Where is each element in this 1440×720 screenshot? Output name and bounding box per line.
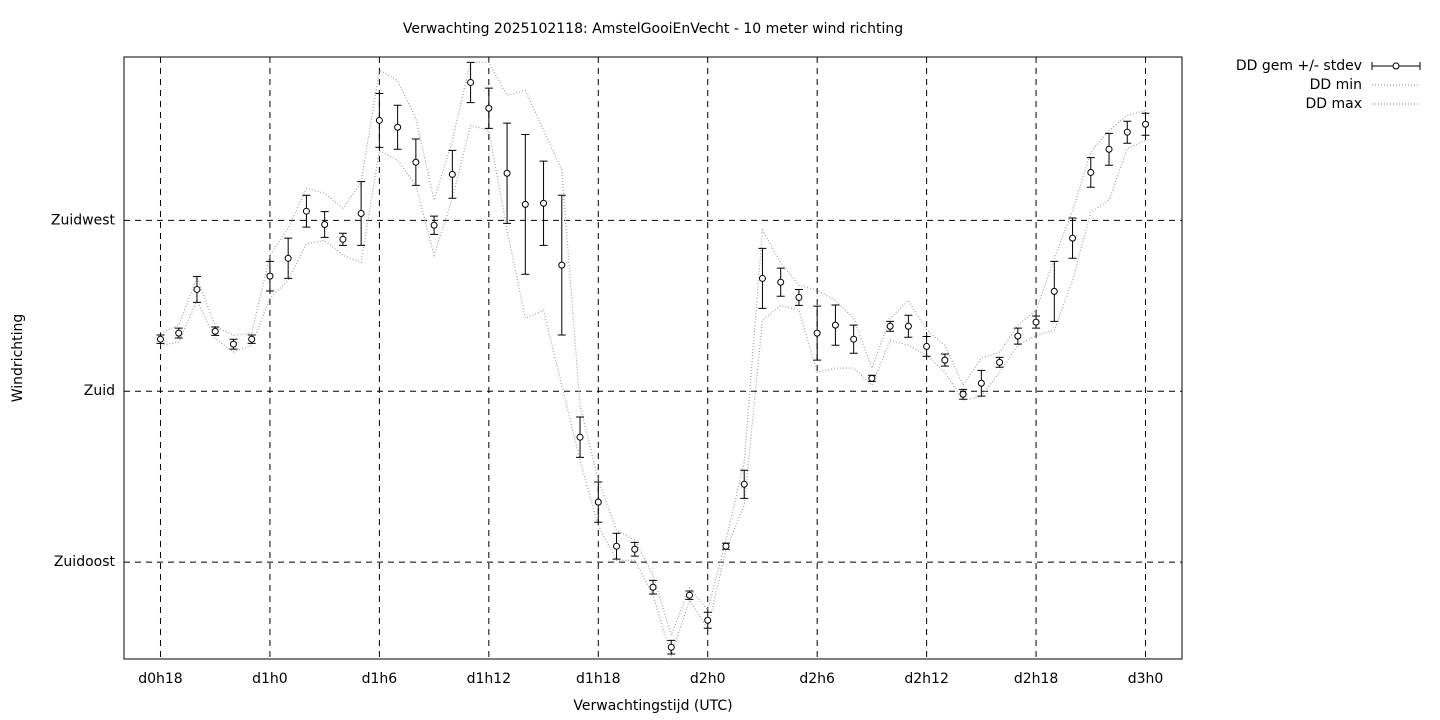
point — [649, 583, 657, 591]
point — [1050, 287, 1058, 295]
point — [156, 335, 164, 343]
point — [576, 433, 584, 441]
point — [467, 78, 475, 86]
point — [211, 327, 219, 335]
point — [193, 285, 201, 293]
point — [394, 123, 402, 131]
x-tick-label: d1h6 — [362, 671, 398, 687]
legend-label: DD max — [1305, 96, 1362, 112]
point — [941, 356, 949, 364]
point — [375, 116, 383, 124]
point — [923, 342, 931, 350]
point — [1142, 120, 1150, 128]
point — [613, 542, 621, 550]
x-tick-label: d1h0 — [252, 671, 288, 687]
range-line — [160, 61, 1146, 637]
point — [1069, 234, 1077, 242]
point — [667, 643, 675, 651]
point — [977, 379, 985, 387]
point — [302, 207, 310, 215]
point — [448, 170, 456, 178]
point — [321, 220, 329, 228]
point — [631, 545, 639, 553]
x-tick-label: d1h18 — [576, 671, 620, 687]
range-line — [160, 124, 1146, 658]
x-tick-label: d2h12 — [904, 671, 948, 687]
y-tick-label: Zuid — [84, 383, 115, 399]
point — [795, 293, 803, 301]
x-tick-label: d0h18 — [138, 671, 182, 687]
point — [722, 542, 730, 550]
plot-frame — [123, 56, 1183, 660]
point — [996, 358, 1004, 366]
point — [1014, 332, 1022, 340]
y-axis-label: Windrichting — [10, 314, 26, 403]
point — [412, 158, 420, 166]
point — [558, 261, 566, 269]
x-axis-label: Verwachtingstijd (UTC) — [573, 698, 732, 714]
y-tick-label: Zuidwest — [51, 212, 116, 228]
point — [777, 278, 785, 286]
legend-label: DD gem +/- stdev — [1236, 58, 1362, 74]
point — [1105, 145, 1113, 153]
point — [229, 340, 237, 348]
point — [868, 374, 876, 382]
point — [357, 209, 365, 217]
x-tick-label: d3h0 — [1128, 671, 1164, 687]
y-tick-label: Zuidoost — [54, 554, 116, 570]
point — [248, 335, 256, 343]
point — [175, 329, 183, 337]
point — [740, 480, 748, 488]
point — [1123, 128, 1131, 136]
point — [430, 221, 438, 229]
point — [904, 322, 912, 330]
x-tick-label: d2h6 — [799, 671, 835, 687]
point — [594, 498, 602, 506]
point — [485, 104, 493, 112]
legend-label: DD min — [1310, 77, 1362, 93]
x-tick-label: d2h18 — [1014, 671, 1058, 687]
point — [831, 321, 839, 329]
point — [540, 199, 548, 207]
point — [685, 591, 693, 599]
point — [266, 272, 274, 280]
point — [503, 169, 511, 177]
x-tick-label: d2h0 — [690, 671, 726, 687]
point — [758, 274, 766, 282]
chart-title: Verwachting 2025102118: AmstelGooiEnVech… — [403, 21, 903, 37]
point — [813, 329, 821, 337]
point — [521, 200, 529, 208]
x-tick-label: d1h12 — [467, 671, 511, 687]
point — [1032, 318, 1040, 326]
point — [704, 616, 712, 624]
point — [339, 235, 347, 243]
point — [850, 335, 858, 343]
point — [886, 322, 894, 330]
point — [284, 254, 292, 262]
point — [1087, 168, 1095, 176]
point — [959, 390, 967, 398]
legend-swatch — [1392, 62, 1400, 70]
